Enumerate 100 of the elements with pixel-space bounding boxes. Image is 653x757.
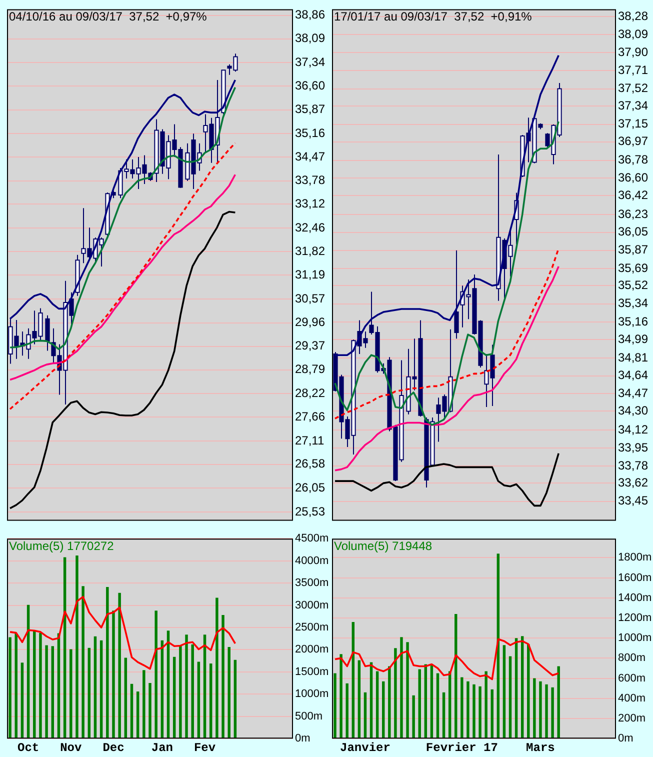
- y-tick-label: 29,96: [295, 315, 326, 330]
- bar: [460, 677, 464, 738]
- y-tick-label: 29,37: [295, 338, 326, 353]
- bar: [466, 681, 470, 738]
- y-tick-label: 3000m: [295, 599, 329, 612]
- bar: [142, 670, 146, 738]
- y-tick-label: 38,86: [295, 8, 326, 22]
- y-tick-label: 1500m: [295, 666, 329, 678]
- y-tick-label: 25,53: [295, 504, 326, 518]
- bar: [508, 656, 512, 738]
- y-tick-label: 0m: [618, 732, 634, 745]
- y-tick-label: 36,60: [295, 78, 326, 92]
- bar: [118, 592, 121, 738]
- bar: [436, 673, 440, 738]
- y-tick-label: 36,05: [618, 224, 648, 239]
- x-tick-label: Janvier: [340, 740, 390, 755]
- y-tick-label: 33,95: [618, 440, 648, 454]
- bar: [94, 636, 97, 738]
- y-tick-label: 28,22: [295, 386, 326, 400]
- bar: [442, 692, 446, 738]
- x-tick-label: Mars: [526, 740, 555, 755]
- y-tick-label: 37,71: [618, 62, 648, 77]
- bar: [88, 648, 91, 738]
- bar: [514, 638, 518, 738]
- bar: [222, 615, 224, 738]
- bar: [418, 669, 421, 738]
- bar: [106, 587, 109, 738]
- bar: [406, 642, 409, 738]
- bar: [14, 633, 18, 738]
- y-tick-label: 34,47: [618, 386, 648, 400]
- bar: [539, 681, 542, 738]
- bar: [400, 637, 403, 738]
- bar: [179, 645, 182, 738]
- bar: [100, 640, 103, 738]
- y-tick-label: 28,79: [295, 362, 326, 376]
- y-tick-label: 800m: [618, 652, 646, 664]
- bar: [172, 656, 176, 738]
- bar: [346, 683, 348, 738]
- y-tick-label: 33,12: [295, 196, 326, 211]
- y-tick-label: 34,81: [618, 350, 648, 364]
- bar: [358, 660, 361, 738]
- bar: [430, 665, 434, 738]
- bar: [197, 662, 200, 738]
- chart-title: Volume(5) 719448: [334, 538, 432, 553]
- y-tick-label: 31,19: [295, 268, 326, 282]
- bar: [551, 687, 554, 738]
- y-tick-label: 36,60: [618, 170, 648, 184]
- bar: [191, 644, 194, 738]
- y-tick-label: 4000m: [295, 554, 329, 567]
- x-tick-label: Dec: [102, 740, 124, 755]
- bar: [228, 647, 230, 738]
- y-tick-label: 36,23: [618, 206, 648, 221]
- y-tick-label: 35,16: [618, 314, 648, 329]
- bar: [216, 598, 218, 738]
- chart-title: Volume(5) 1770272: [9, 538, 114, 553]
- y-tick-label: 1600m: [618, 572, 652, 584]
- y-tick-label: 1200m: [618, 612, 652, 624]
- y-tick-label: 2000m: [295, 644, 329, 656]
- y-tick-label: 1000m: [295, 688, 329, 700]
- bar: [382, 681, 385, 738]
- y-tick-label: 26,58: [295, 456, 326, 471]
- y-tick-label: 26,05: [295, 480, 326, 494]
- y-tick-label: 35,52: [618, 278, 648, 292]
- y-tick-label: 400m: [618, 692, 646, 704]
- y-tick-label: 37,34: [295, 54, 326, 69]
- y-tick-label: 35,87: [295, 102, 326, 116]
- bar: [502, 645, 506, 738]
- bar: [478, 686, 482, 738]
- y-tick-label: 0m: [295, 732, 310, 745]
- bar: [520, 636, 524, 738]
- bar: [112, 610, 115, 738]
- bar: [33, 631, 36, 738]
- chart-title: 04/10/16 au 09/03/17 37,52 +0,97%: [9, 10, 208, 24]
- y-tick-label: 2500m: [295, 622, 329, 634]
- bar: [124, 658, 128, 738]
- bar: [8, 637, 12, 738]
- y-tick-label: 34,99: [618, 332, 648, 346]
- y-tick-label: 34,12: [618, 422, 648, 436]
- bar: [490, 689, 494, 738]
- x-tick-label: Fev: [194, 740, 216, 755]
- y-tick-label: 34,30: [618, 404, 648, 418]
- bar: [533, 678, 536, 738]
- y-tick-label: 30,57: [295, 291, 326, 306]
- bar: [364, 692, 367, 738]
- y-tick-label: 32,46: [295, 220, 326, 234]
- bar: [20, 662, 24, 738]
- y-tick-label: 500m: [295, 710, 323, 722]
- bar: [376, 671, 379, 738]
- bar: [334, 673, 336, 738]
- y-tick-label: 31,82: [295, 244, 326, 258]
- y-tick-label: 35,69: [618, 260, 648, 275]
- y-tick-label: 200m: [618, 712, 646, 725]
- y-tick-label: 36,42: [618, 188, 648, 202]
- bar: [472, 684, 476, 738]
- bar: [412, 695, 415, 738]
- y-tick-label: 3500m: [295, 577, 329, 590]
- bar: [545, 684, 548, 738]
- bar: [70, 649, 72, 738]
- y-tick-label: 27,66: [295, 410, 326, 424]
- bar: [557, 666, 560, 738]
